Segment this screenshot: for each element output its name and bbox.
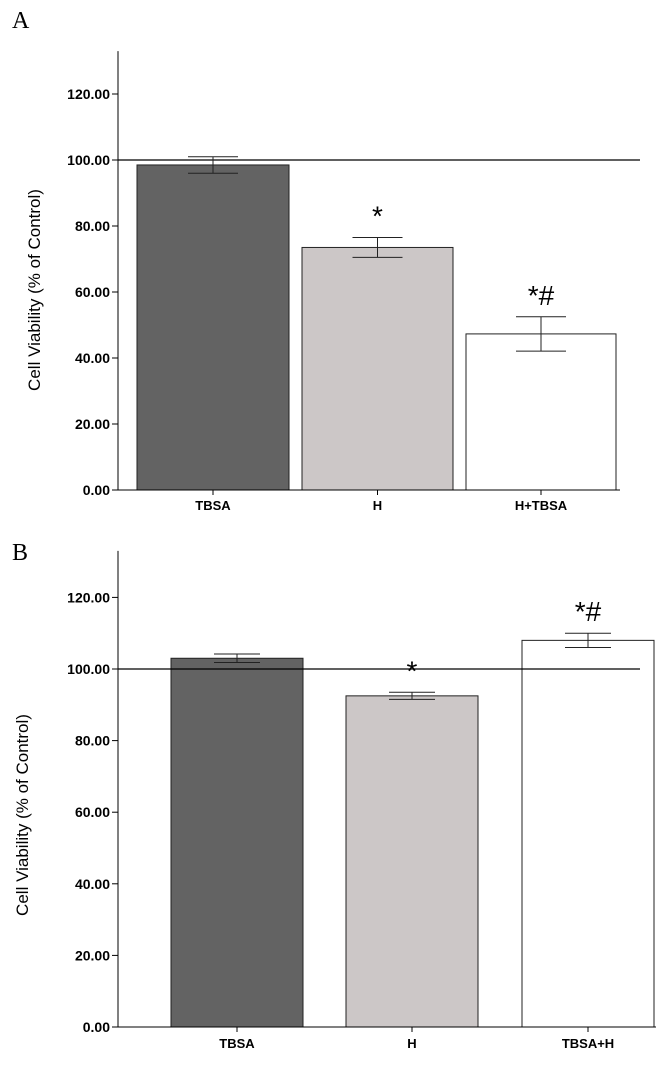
- y-tick-label: 40.00: [75, 876, 110, 892]
- y-tick-label: 20.00: [75, 416, 110, 432]
- y-tick-label: 20.00: [75, 947, 110, 963]
- y-tick-label: 80.00: [75, 733, 110, 749]
- bar: [465, 333, 617, 491]
- significance-label: *: [372, 201, 383, 232]
- category-label: TBSA+H: [562, 1036, 614, 1051]
- significance-label: *: [407, 655, 418, 686]
- y-axis-title: Cell Viability (% of Control): [25, 189, 44, 391]
- category-label: H: [407, 1036, 416, 1051]
- panel-b: B Cell Viability (% of Control) 0.00 20.0…: [12, 540, 656, 1051]
- y-tick-label: 0.00: [83, 1019, 110, 1035]
- y-tick-label: 40.00: [75, 350, 110, 366]
- panel-a: A Cell Viability (% of Control) 0.00 20.0…: [12, 8, 640, 513]
- y-tick-label: 100.00: [67, 661, 110, 677]
- chart-marks: 0.00 20.00 40.00 60.00 80.00 100.00 120.00 * *# T…: [67, 51, 640, 513]
- y-tick-label: 100.00: [67, 152, 110, 168]
- bar: [136, 164, 290, 491]
- panel-letter: B: [12, 540, 28, 566]
- y-tick-label: 60.00: [75, 804, 110, 820]
- significance-label: *#: [528, 280, 555, 311]
- y-tick-label: 120.00: [67, 589, 110, 605]
- bar: [521, 639, 655, 1028]
- y-axis-title: Cell Viability (% of Control): [13, 714, 32, 916]
- category-label: TBSA: [219, 1036, 255, 1051]
- y-tick-label: 80.00: [75, 218, 110, 234]
- category-label: H: [373, 498, 382, 513]
- bar: [301, 246, 454, 491]
- y-tick-label: 60.00: [75, 284, 110, 300]
- significance-label: *#: [575, 596, 602, 627]
- y-tick-label: 120.00: [67, 86, 110, 102]
- y-tick-label: 0.00: [83, 482, 110, 498]
- bar: [345, 695, 479, 1028]
- category-label: H+TBSA: [515, 498, 568, 513]
- category-label: TBSA: [195, 498, 231, 513]
- bar: [170, 657, 304, 1028]
- chart-marks: 0.00 20.00 40.00 60.00 80.00 100.00 120.00 * *# T…: [67, 550, 656, 1051]
- panel-letter: A: [12, 8, 30, 34]
